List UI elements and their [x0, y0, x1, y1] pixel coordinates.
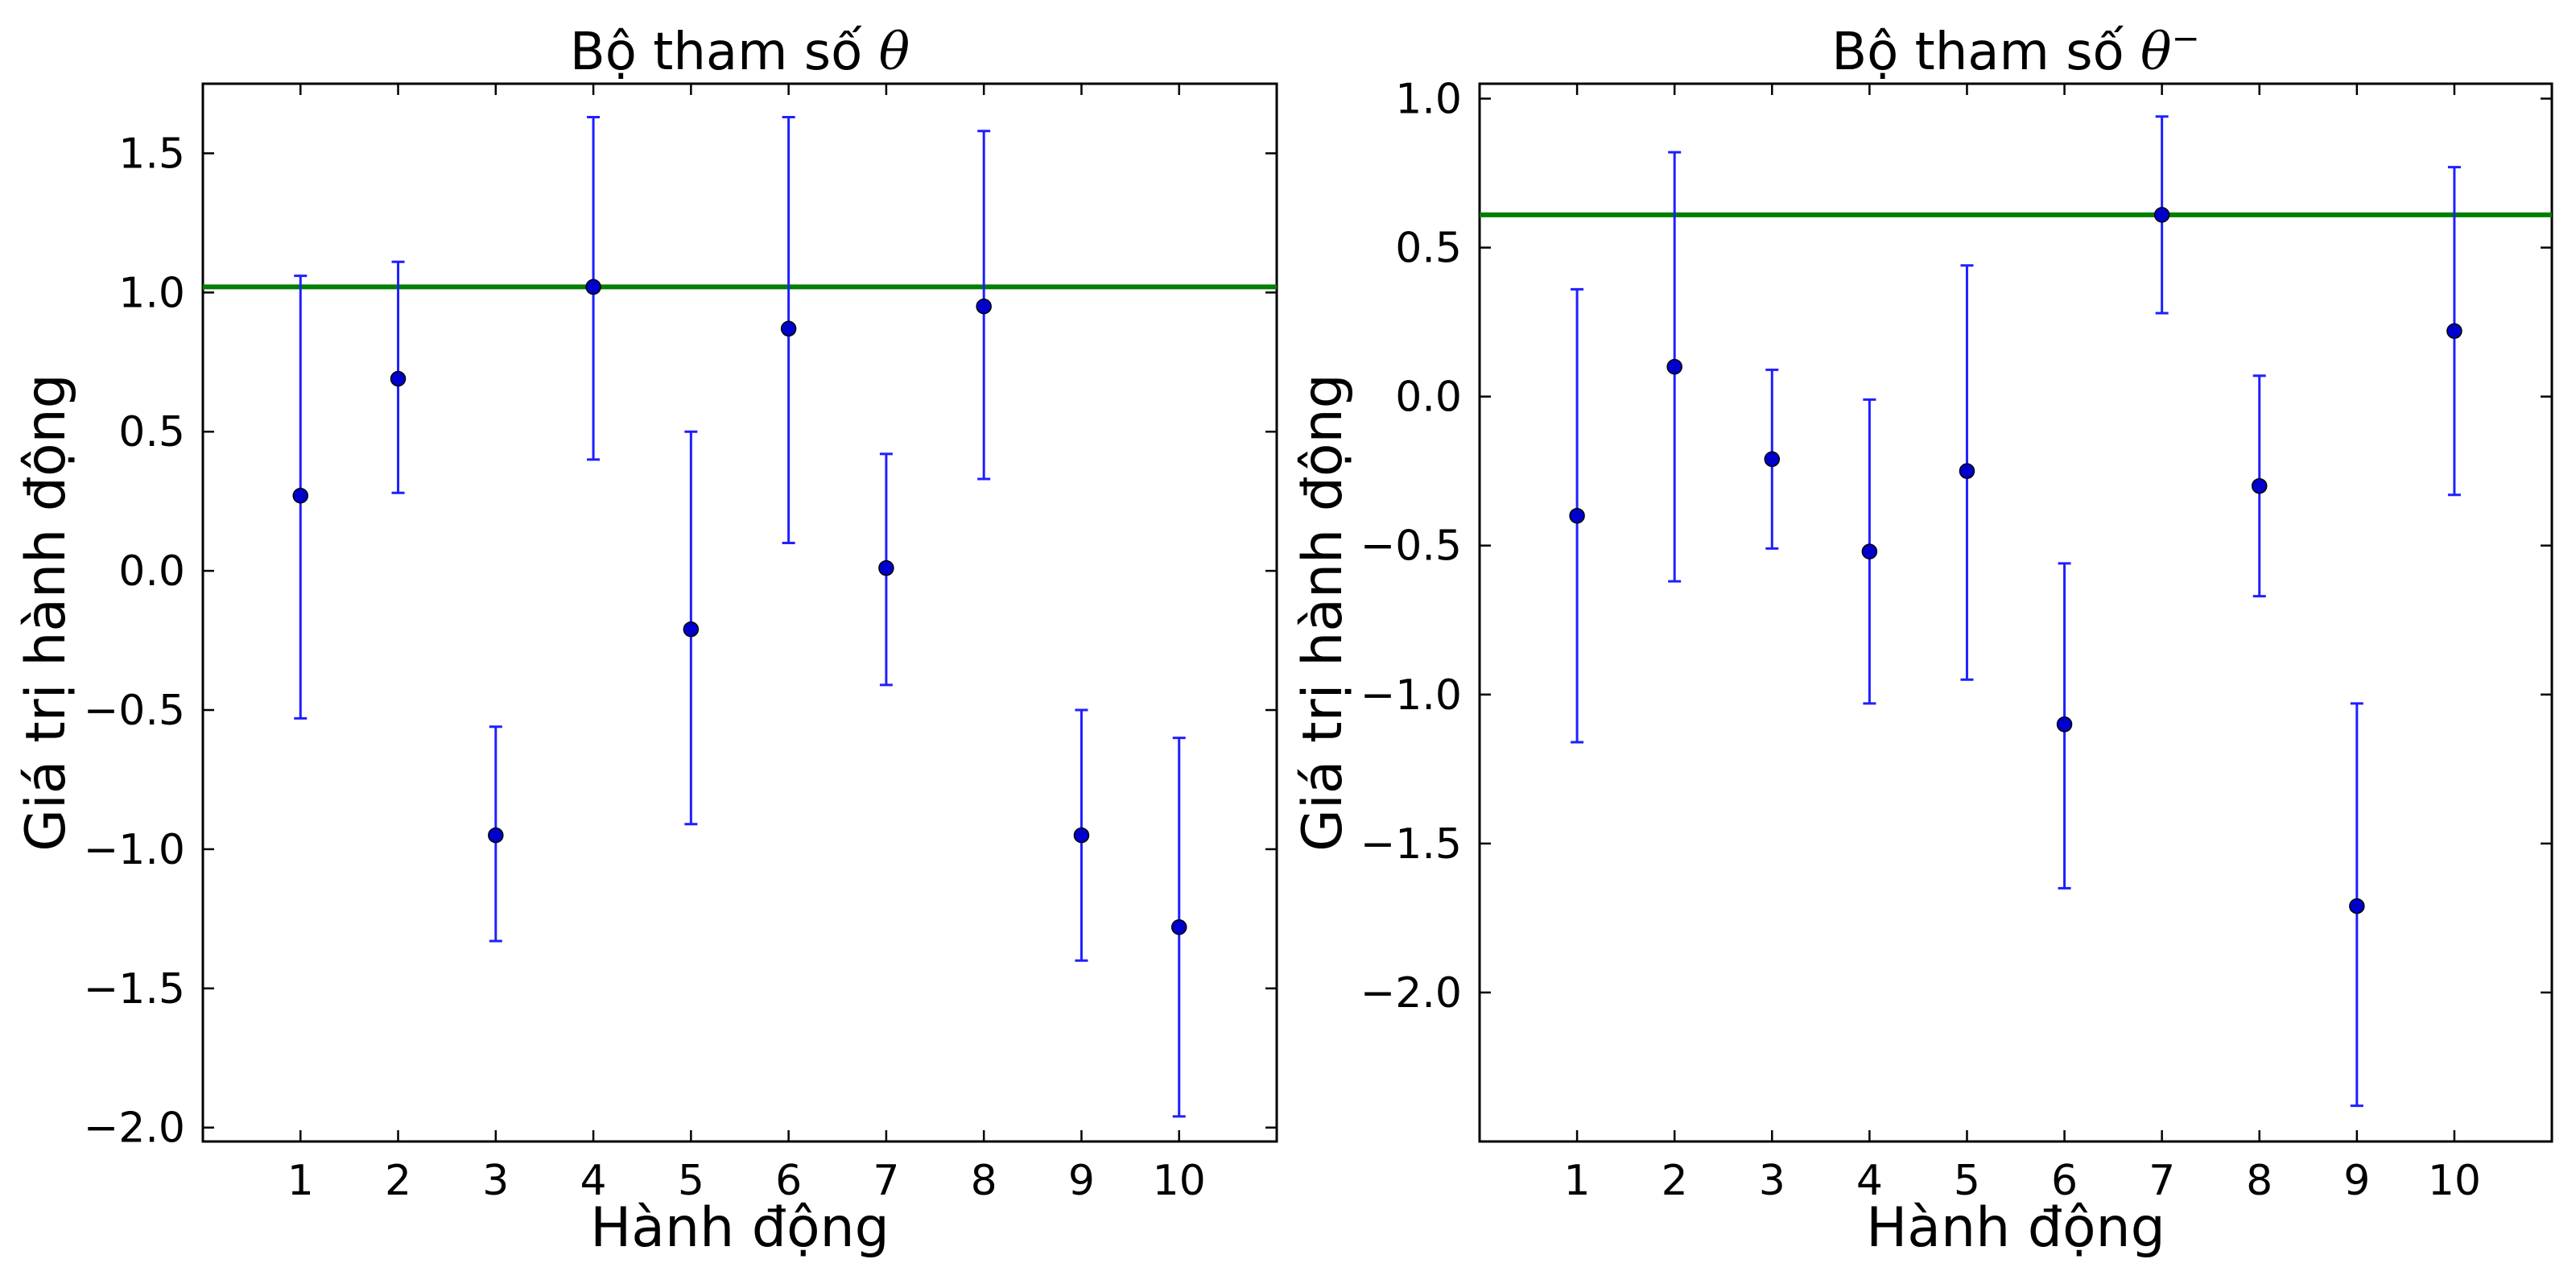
x-tick-label: 7 [873, 1157, 899, 1205]
y-tick-label: 1.5 [118, 130, 185, 178]
y-tick-label: 0.0 [1395, 374, 1462, 422]
chart-title-text: Bộ tham số [1831, 23, 2140, 82]
x-tick-label: 1 [1564, 1157, 1591, 1205]
data-point [1073, 827, 1090, 844]
x-tick-label: 2 [1662, 1157, 1688, 1205]
data-point [292, 488, 309, 504]
y-tick-label: 0.5 [1395, 225, 1462, 273]
data-point [585, 279, 601, 295]
y-tick-label: −1.5 [1360, 820, 1462, 869]
data-point [2056, 716, 2073, 733]
chart-title-symbol: θ [2140, 23, 2172, 82]
y-tick-label: 1.0 [1395, 76, 1462, 124]
data-point [2349, 898, 2365, 914]
x-tick-label: 9 [1068, 1157, 1095, 1205]
y-tick-label: −1.5 [84, 965, 185, 1013]
data-point [1861, 543, 1878, 559]
chart-title: Bộ tham số θ− [1831, 19, 2200, 82]
y-tick-label: −1.0 [84, 826, 185, 874]
x-tick-label: 2 [385, 1157, 411, 1205]
x-tick-label: 5 [678, 1157, 704, 1205]
x-tick-label: 3 [1759, 1157, 1785, 1205]
right-chart: 1 2 3 4 5 6 7 8 9 10 −2.0 −1.5 −1.0 −0.5 0.0 0.5 1.0 Bộ t… [1291, 19, 2553, 1260]
x-tick-label: 7 [2149, 1157, 2175, 1205]
x-tick-label: 4 [580, 1157, 607, 1205]
data-point [390, 370, 407, 387]
x-tick-label: 9 [2343, 1157, 2370, 1205]
y-axis-label: Giá trị hành động [1291, 374, 1355, 852]
data-point [1959, 463, 1975, 479]
x-tick-label: 10 [2428, 1157, 2481, 1205]
chart-title-symbol: θ [879, 23, 910, 82]
data-point [2153, 207, 2170, 223]
plot-frame [201, 82, 1278, 1143]
y-tick-label: −2.0 [84, 1104, 185, 1153]
data-point [780, 320, 797, 337]
x-tick-label: 1 [287, 1157, 314, 1205]
x-tick-label: 8 [971, 1157, 997, 1205]
data-point [976, 298, 992, 315]
y-axis-label: Giá trị hành động [14, 374, 78, 852]
plot-frame [1478, 82, 2553, 1143]
x-tick-label: 5 [1954, 1157, 1980, 1205]
chart-title: Bộ tham số θ [570, 23, 910, 82]
y-tick-label: 0.5 [118, 408, 185, 456]
data-point [1569, 507, 1585, 524]
chart-title-superscript: − [2172, 19, 2200, 58]
x-axis-label: Hành động [590, 1196, 890, 1260]
data-point [1764, 451, 1781, 468]
y-tick-label: −0.5 [84, 687, 185, 735]
chart-title-text: Bộ tham số [570, 23, 879, 82]
left-chart: 1 2 3 4 5 6 7 8 9 10 −2.0 −1.5 −1.0 −0.5 0.0 0.5 1.0 1.5 B… [14, 23, 1278, 1260]
data-point [488, 827, 504, 844]
x-tick-label: 10 [1153, 1157, 1206, 1205]
data-point [2446, 323, 2462, 339]
x-axis-label: Hành động [1866, 1196, 2165, 1260]
data-point [1666, 358, 1682, 375]
data-point [1170, 919, 1187, 935]
data-point [2251, 477, 2268, 494]
data-point [683, 621, 700, 638]
x-tick-label: 3 [482, 1157, 509, 1205]
x-tick-label: 8 [2246, 1157, 2273, 1205]
y-tick-label: −1.0 [1360, 671, 1462, 720]
x-tick-label: 6 [775, 1157, 802, 1205]
y-tick-label: 1.0 [118, 269, 185, 317]
y-tick-label: 0.0 [118, 547, 185, 596]
x-tick-label: 4 [1856, 1157, 1883, 1205]
data-point [878, 559, 894, 576]
y-tick-label: −0.5 [1360, 522, 1462, 571]
y-tick-label: −2.0 [1360, 969, 1462, 1018]
x-tick-label: 6 [2051, 1157, 2078, 1205]
